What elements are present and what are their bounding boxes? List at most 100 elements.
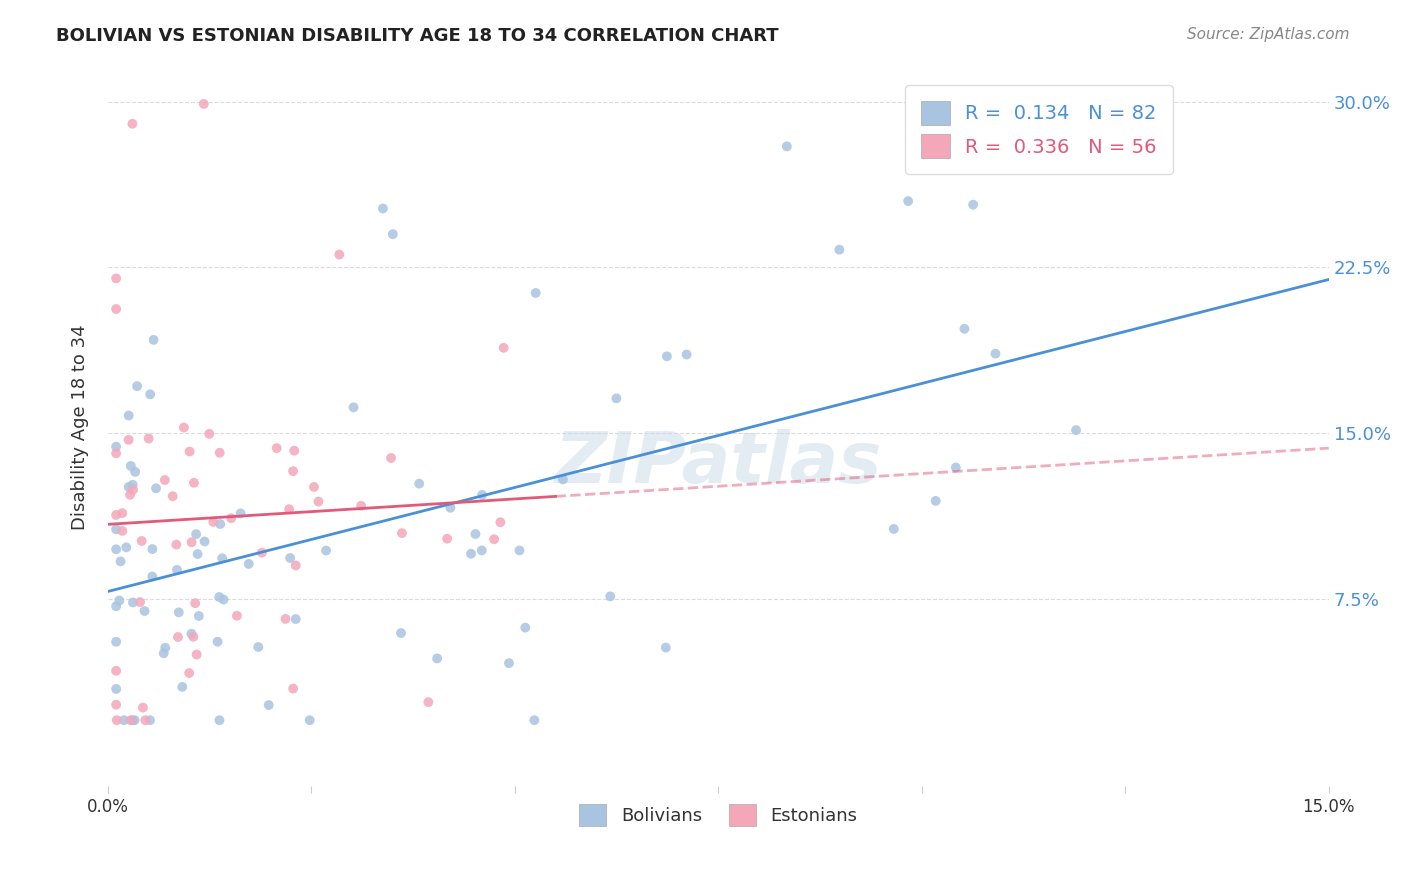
Point: [141, 569, 163, 583]
Point: [193, 97, 215, 112]
Point: [124, 713, 146, 727]
Point: [776, 139, 799, 153]
Point: [138, 432, 160, 446]
Point: [418, 695, 440, 709]
Point: [284, 558, 307, 573]
Point: [238, 557, 260, 571]
Text: BOLIVIAN VS ESTONIAN DISABILITY AGE 18 TO 34 CORRELATION CHART: BOLIVIAN VS ESTONIAN DISABILITY AGE 18 T…: [56, 27, 779, 45]
Point: [278, 551, 301, 566]
Point: [166, 563, 188, 577]
Point: [139, 387, 162, 401]
Point: [274, 612, 297, 626]
Point: [250, 546, 273, 560]
Point: [194, 534, 217, 549]
Point: [945, 460, 967, 475]
Point: [198, 426, 221, 441]
Point: [129, 595, 152, 609]
Point: [1064, 423, 1087, 437]
Point: [112, 713, 135, 727]
Point: [328, 247, 350, 261]
Point: [180, 535, 202, 549]
Point: [186, 648, 208, 662]
Point: [283, 443, 305, 458]
Point: [551, 472, 574, 486]
Point: [153, 473, 176, 487]
Point: [105, 713, 128, 727]
Point: [110, 554, 132, 568]
Point: [605, 392, 627, 406]
Point: [471, 488, 494, 502]
Point: [464, 527, 486, 541]
Point: [121, 477, 143, 491]
Point: [408, 476, 430, 491]
Point: [426, 651, 449, 665]
Point: [155, 640, 177, 655]
Point: [247, 640, 270, 654]
Point: [108, 593, 131, 607]
Point: [105, 698, 128, 712]
Point: [105, 522, 128, 536]
Point: [380, 450, 402, 465]
Point: [118, 409, 141, 423]
Point: [953, 322, 976, 336]
Point: [460, 547, 482, 561]
Point: [278, 502, 301, 516]
Point: [183, 630, 205, 644]
Point: [208, 446, 231, 460]
Point: [162, 489, 184, 503]
Point: [124, 465, 146, 479]
Point: [897, 194, 920, 208]
Point: [523, 713, 546, 727]
Point: [257, 698, 280, 712]
Point: [655, 640, 678, 655]
Point: [180, 626, 202, 640]
Point: [105, 508, 128, 522]
Point: [389, 626, 412, 640]
Point: [184, 596, 207, 610]
Point: [371, 202, 394, 216]
Point: [187, 547, 209, 561]
Point: [492, 341, 515, 355]
Point: [122, 595, 145, 609]
Point: [179, 666, 201, 681]
Point: [524, 285, 547, 300]
Point: [167, 605, 190, 619]
Point: [145, 481, 167, 495]
Point: [508, 543, 530, 558]
Point: [209, 516, 232, 531]
Point: [202, 515, 225, 529]
Point: [105, 542, 128, 557]
Point: [105, 664, 128, 678]
Point: [924, 494, 946, 508]
Point: [307, 494, 329, 508]
Point: [105, 681, 128, 696]
Point: [127, 379, 149, 393]
Point: [208, 713, 231, 727]
Point: [121, 713, 143, 727]
Point: [115, 541, 138, 555]
Point: [105, 271, 128, 285]
Point: [655, 349, 678, 363]
Point: [436, 532, 458, 546]
Point: [302, 480, 325, 494]
Point: [131, 533, 153, 548]
Point: [105, 446, 128, 460]
Point: [439, 500, 461, 515]
Point: [120, 458, 142, 473]
Point: [498, 656, 520, 670]
Point: [281, 464, 304, 478]
Point: [120, 713, 142, 727]
Point: [167, 630, 190, 644]
Point: [111, 524, 134, 538]
Point: [207, 634, 229, 648]
Point: [141, 542, 163, 557]
Point: [225, 608, 247, 623]
Point: [675, 347, 697, 361]
Point: [134, 713, 156, 727]
Point: [142, 333, 165, 347]
Text: Source: ZipAtlas.com: Source: ZipAtlas.com: [1187, 27, 1350, 42]
Point: [391, 526, 413, 541]
Point: [105, 301, 128, 316]
Point: [489, 515, 512, 529]
Point: [121, 117, 143, 131]
